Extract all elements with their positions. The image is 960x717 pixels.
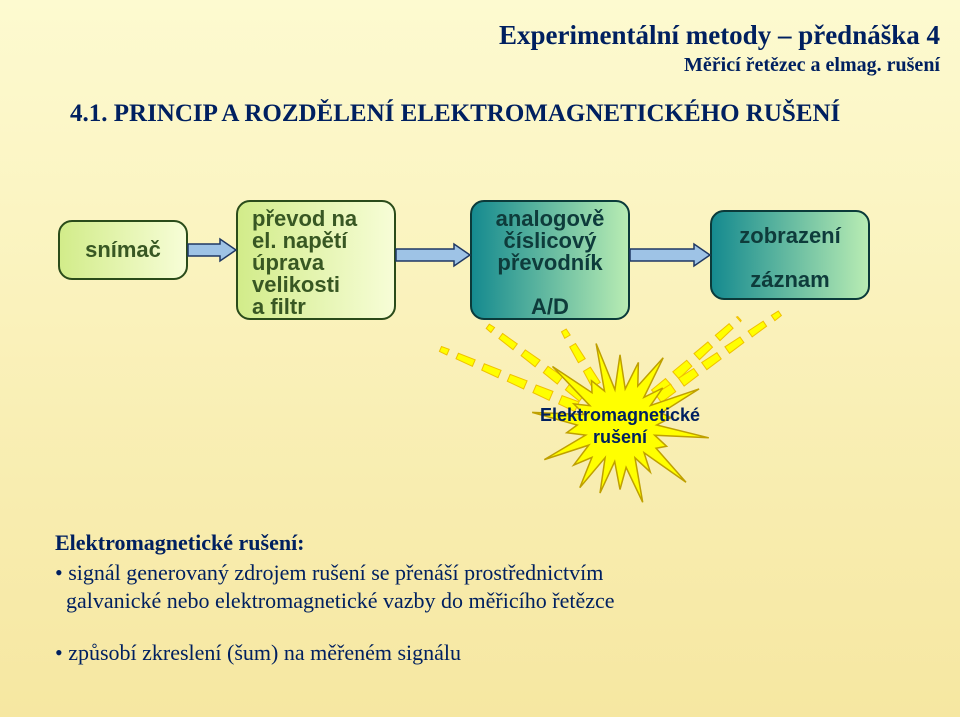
body-line: galvanické nebo elektromagnetické vazby … xyxy=(55,588,615,614)
body-line: • způsobí zkreslení (šum) na měřeném sig… xyxy=(55,640,461,666)
body-line: • signál generovaný zdrojem rušení se př… xyxy=(55,560,603,586)
svg-text:Elektromagnetické: Elektromagnetické xyxy=(540,405,700,425)
body-heading: Elektromagnetické rušení: xyxy=(55,530,305,556)
svg-text:rušení: rušení xyxy=(593,427,648,447)
